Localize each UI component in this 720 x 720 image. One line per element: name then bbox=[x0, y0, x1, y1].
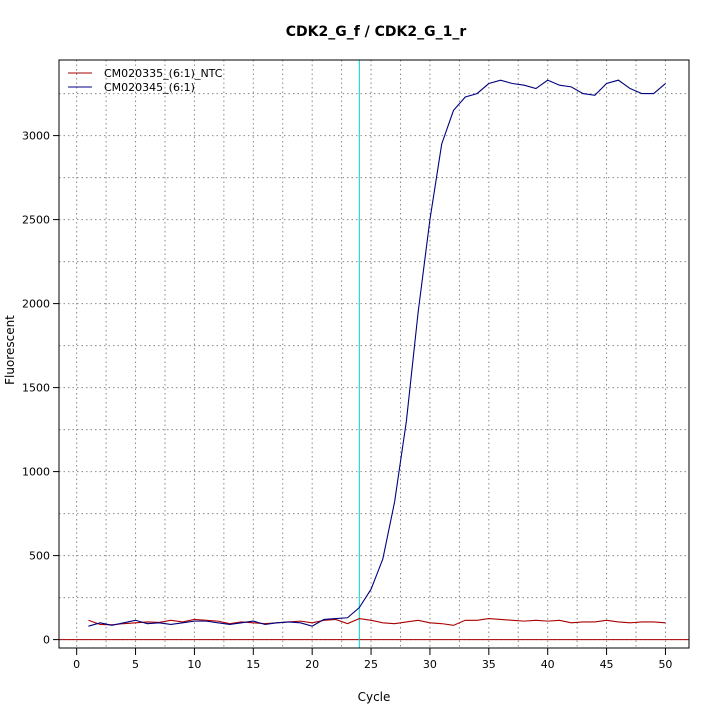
y-tick-label: 2500 bbox=[22, 214, 50, 227]
series-group bbox=[88, 79, 666, 627]
x-tick-label: 35 bbox=[482, 658, 496, 671]
y-axis-label: Fluorescent bbox=[3, 315, 17, 385]
chart-title: CDK2_G_f / CDK2_G_1_r bbox=[286, 24, 467, 40]
x-tick-label: 5 bbox=[132, 658, 139, 671]
plot-frame bbox=[58, 59, 690, 649]
x-tick-label: 30 bbox=[423, 658, 437, 671]
x-axis: 0 5 10 15 20 25 30 35 40 45 50 bbox=[73, 647, 672, 671]
x-tick-label: 10 bbox=[187, 658, 201, 671]
y-tick-label: 500 bbox=[29, 550, 50, 563]
grid bbox=[59, 60, 689, 648]
y-tick-label: 2000 bbox=[22, 298, 50, 311]
x-tick-label: 45 bbox=[600, 658, 614, 671]
legend-label-2: CM020345_(6:1) bbox=[104, 81, 195, 94]
y-axis: 0 500 1000 1500 2000 2500 3000 bbox=[22, 130, 60, 647]
series-line-1 bbox=[88, 618, 666, 626]
legend-label-1: CM020335_(6:1)_NTC bbox=[104, 67, 223, 80]
y-tick-label: 1000 bbox=[22, 466, 50, 479]
x-tick-label: 50 bbox=[658, 658, 672, 671]
x-axis-label: Cycle bbox=[358, 690, 391, 704]
y-tick-label: 3000 bbox=[22, 130, 50, 143]
series-line-2 bbox=[88, 79, 666, 627]
x-tick-label: 40 bbox=[541, 658, 555, 671]
y-tick-label: 0 bbox=[43, 634, 50, 647]
x-tick-label: 25 bbox=[364, 658, 378, 671]
x-tick-label: 15 bbox=[246, 658, 260, 671]
x-tick-label: 20 bbox=[305, 658, 319, 671]
x-tick-label: 0 bbox=[73, 658, 80, 671]
y-tick-label: 1500 bbox=[22, 382, 50, 395]
